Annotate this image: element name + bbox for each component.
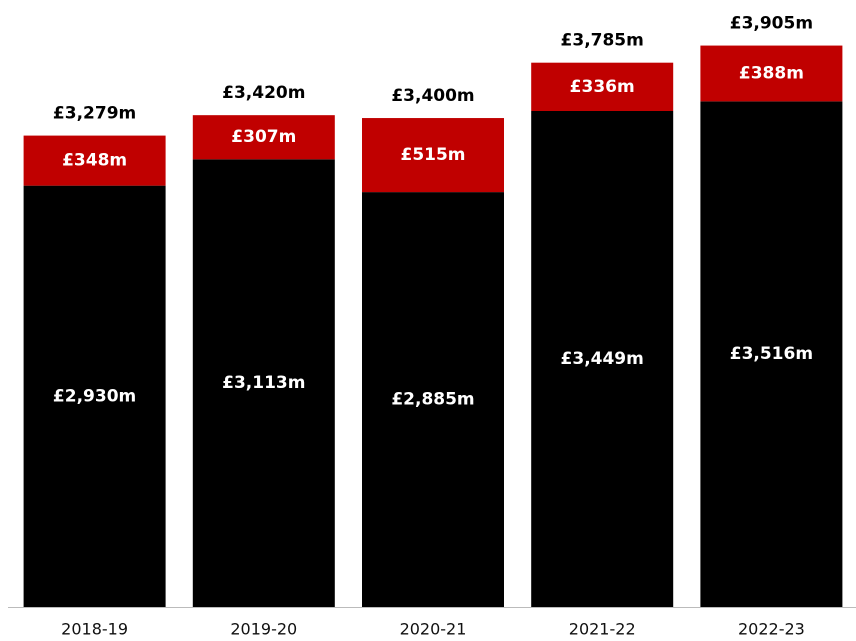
bar-segment	[23, 185, 166, 607]
value-label: £348m	[62, 151, 127, 171]
bar-segment	[362, 192, 504, 607]
value-label: £515m	[400, 145, 465, 165]
total-label: £3,905m	[730, 14, 813, 34]
value-label: £3,449m	[561, 349, 644, 369]
bar-segment	[192, 115, 335, 160]
bar-segment	[700, 101, 843, 607]
bar-segment	[700, 45, 843, 102]
bar-segment	[192, 159, 335, 607]
value-label: £388m	[739, 63, 804, 83]
x-tick-label: 2019-20	[230, 620, 297, 639]
x-tick-label: 2021-22	[569, 620, 636, 639]
bar-segment	[362, 118, 504, 193]
value-label: £2,930m	[53, 386, 136, 406]
bar-segment	[23, 135, 166, 186]
total-label: £3,279m	[53, 104, 136, 124]
value-label: £3,516m	[730, 344, 813, 364]
x-tick-label: 2020-21	[400, 620, 467, 639]
bar-segment	[531, 62, 674, 112]
total-label: £3,785m	[561, 31, 644, 51]
value-label: £307m	[231, 127, 296, 147]
total-label: £3,400m	[391, 86, 474, 106]
x-tick-label: 2022-23	[738, 620, 805, 639]
value-label: £2,885m	[391, 390, 474, 410]
x-tick-label: 2018-19	[61, 620, 128, 639]
bar-segment	[531, 111, 674, 608]
value-label: £3,113m	[222, 373, 305, 393]
value-label: £336m	[570, 77, 635, 97]
total-label: £3,420m	[222, 83, 305, 103]
